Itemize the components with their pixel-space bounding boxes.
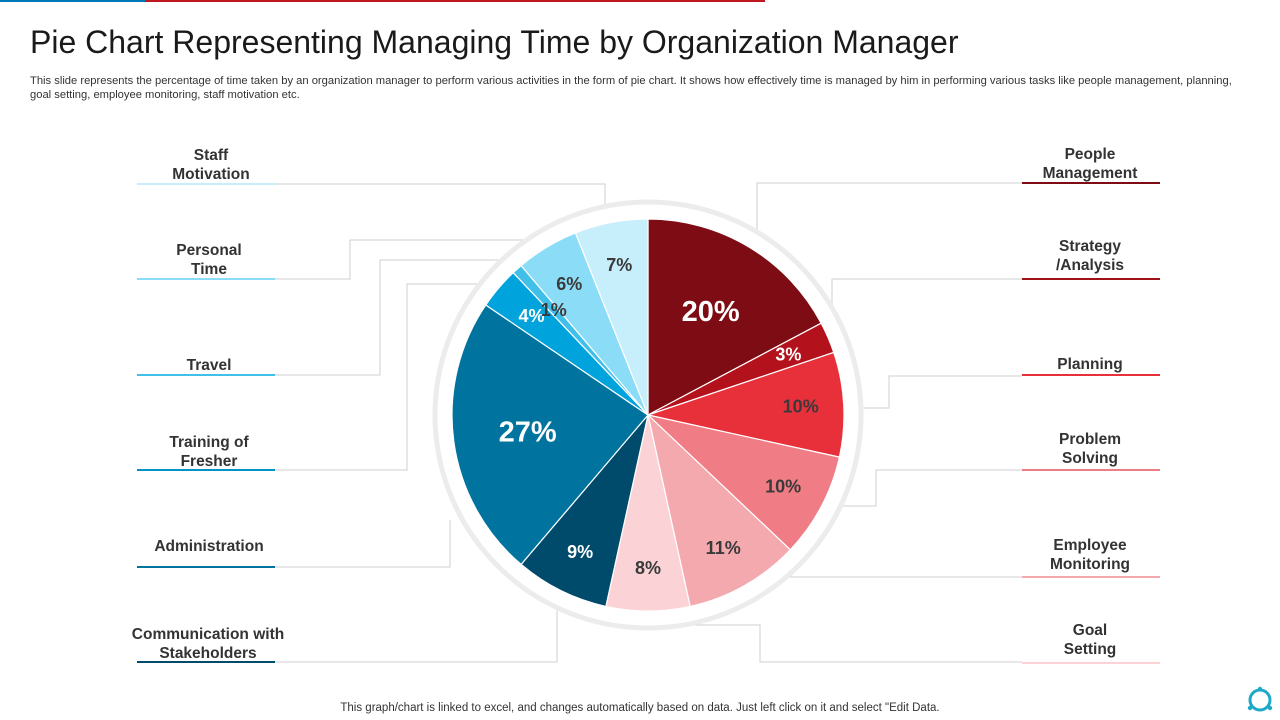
connector-line — [275, 520, 451, 568]
underline-people-management — [1022, 182, 1160, 184]
connector-line — [275, 183, 606, 215]
slice-label-employee-monitoring: 11% — [706, 538, 741, 558]
underline-strategy-analysis — [1022, 278, 1160, 280]
connector-line — [275, 239, 535, 280]
slice-label-planning: 10% — [783, 397, 819, 417]
underline-communication — [137, 661, 275, 663]
pie-slices — [451, 218, 845, 612]
label-planning: Planning — [1057, 356, 1123, 373]
label-people-management: People Management — [1042, 146, 1138, 182]
pie-slice-people-management[interactable] — [647, 218, 822, 416]
label-staff-motivation: Staff Motivation — [172, 147, 250, 183]
connector-line — [840, 469, 1022, 507]
slice-label-training-of-fresher: 4% — [518, 306, 544, 326]
footer-note: This graph/chart is linked to excel, and… — [340, 702, 940, 714]
pie-slice-planning[interactable] — [645, 351, 845, 458]
underline-travel — [137, 374, 275, 376]
pie-slice-labels: 20% 3% 10% 10% 11% 8% 9% 27% 4%1% 6% 7% — [499, 255, 819, 578]
pie-slice-problem-solving[interactable] — [646, 413, 841, 551]
slice-label-goal-setting: 8% — [635, 558, 661, 578]
label-travel: Travel — [186, 357, 232, 374]
page-title: Pie Chart Representing Managing Time by … — [30, 24, 959, 60]
connector-line — [831, 278, 1022, 330]
pie-slice-communication-with-stakeholders[interactable] — [520, 414, 649, 608]
connector-line — [275, 283, 490, 471]
page-subtitle: This slide represents the percentage of … — [30, 75, 1232, 101]
label-administration: Administration — [154, 538, 264, 555]
label-training-of-fresher: Training of Fresher — [169, 434, 249, 470]
top-accent-bar-blue — [0, 0, 145, 2]
slice-label-personal-time: 6% — [556, 274, 582, 294]
connector-line — [275, 259, 505, 376]
underline-training-of-fresher — [137, 469, 275, 471]
slice-label-problem-solving: 10% — [765, 477, 801, 497]
top-accent-bar-red — [145, 0, 765, 2]
connector-line — [690, 624, 1022, 663]
label-strategy-analysis: Strategy /Analysis — [1055, 238, 1125, 274]
underline-administration — [137, 566, 275, 568]
pie-slice-staff-motivation[interactable] — [574, 218, 649, 416]
slice-label-administration: 27% — [499, 416, 557, 448]
underline-goal-setting — [1022, 662, 1160, 664]
brand-logo-icon — [1247, 686, 1273, 712]
underline-planning — [1022, 374, 1160, 376]
slice-label-staff-motivation: 7% — [606, 255, 632, 275]
label-problem-solving: Problem Solving — [1058, 431, 1121, 467]
slice-label-strategy-analysis: 3% — [775, 345, 801, 365]
label-communication-with-stakeholders: Communication with Stakeholders — [131, 626, 285, 662]
underline-employee-monitoring — [1022, 576, 1160, 578]
connector-line — [275, 610, 558, 663]
underline-personal-time — [137, 278, 275, 280]
label-personal-time: Personal Time — [176, 242, 242, 278]
label-goal-setting: Goal Setting — [1063, 622, 1117, 658]
slice-label-people-management: 20% — [682, 296, 740, 328]
connector-line — [756, 182, 1022, 245]
underline-problem-solving — [1022, 469, 1160, 471]
pie-slice-employee-monitoring[interactable] — [646, 413, 792, 608]
slice-label-communication-with-stakeholders: 9% — [567, 542, 593, 562]
pie-slice-administration[interactable] — [451, 304, 649, 566]
label-employee-monitoring: Employee Monitoring — [1049, 537, 1131, 573]
connector-line — [862, 375, 1022, 409]
slice-label-travel: 1% — [541, 300, 567, 320]
label-connector-lines — [275, 182, 1022, 663]
underline-staff-motivation — [137, 183, 275, 185]
